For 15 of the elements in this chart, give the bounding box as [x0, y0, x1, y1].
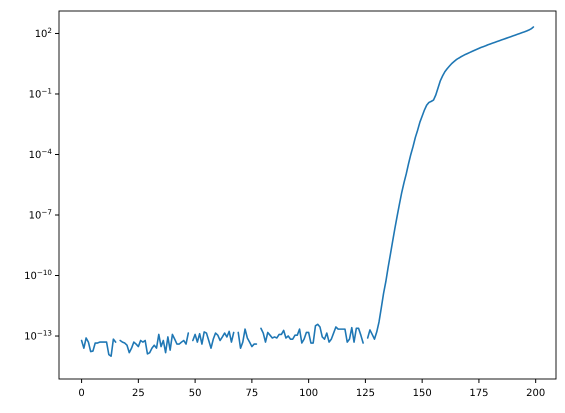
- x-tick-label: 150: [412, 388, 432, 399]
- x-tick-label: 200: [526, 388, 546, 399]
- y-tick-label: 10$^{2}$: [34, 25, 52, 40]
- x-tick-label: 125: [356, 388, 375, 399]
- y-tick-label: 10$^{−7}$: [28, 207, 52, 222]
- y-tick-label: 10$^{−13}$: [24, 328, 52, 343]
- x-tick-label: 0: [78, 388, 85, 399]
- x-tick-label: 75: [246, 388, 258, 399]
- x-tick-label: 25: [132, 388, 145, 399]
- x-tick-label: 175: [469, 388, 488, 399]
- y-tick-label: 10$^{−10}$: [24, 268, 52, 282]
- x-tick-label: 100: [299, 388, 318, 399]
- x-tick-label: 50: [188, 388, 202, 399]
- y-tick-label: 10$^{−1}$: [28, 86, 52, 100]
- y-tick-label: 10$^{−4}$: [28, 146, 52, 161]
